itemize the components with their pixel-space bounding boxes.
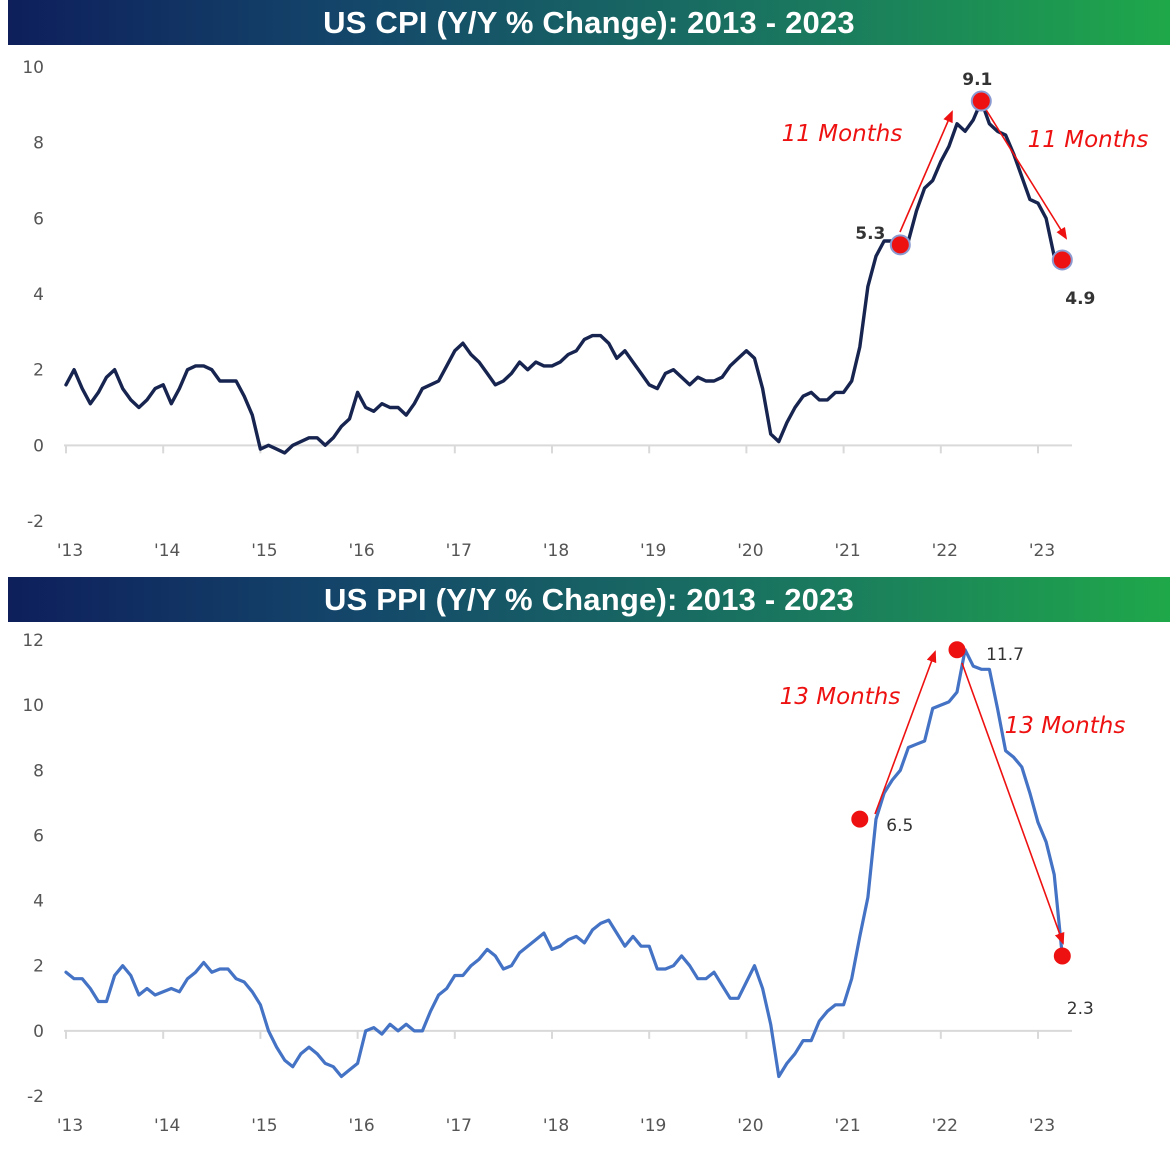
ppi-annotation-marker: [948, 641, 966, 659]
cpi-x-tick-label: '22: [932, 541, 958, 561]
ppi-series-line: [64, 648, 1064, 1079]
ppi-chart: '13 '14 '15 '16 '17 '18 '19 '20 '21 '22 '23 12 10 8 6 4…: [22, 631, 1126, 1136]
ppi-x-tick-label: '17: [446, 1116, 472, 1136]
cpi-x-tick-label: '15: [251, 541, 277, 561]
cpi-series-line: [64, 99, 1065, 455]
ppi-months-label: 13 Months: [1005, 713, 1126, 739]
cpi-annotation-marker: [889, 234, 911, 256]
cpi-months-label: 11 Months: [782, 121, 903, 147]
ppi-x-tick-label: '20: [737, 1116, 763, 1136]
cpi-y-tick-label: 6: [33, 209, 44, 229]
ppi-panel: US PPI (Y/Y % Change): 2013 - 2023 '13'1…: [0, 577, 1170, 1154]
cpi-months-label: 11 Months: [1028, 127, 1149, 153]
ppi-annotation-marker: [1053, 947, 1071, 965]
cpi-title-bar: US CPI (Y/Y % Change): 2013 - 2023: [8, 0, 1170, 45]
ppi-y-tick-label: 10: [22, 696, 44, 716]
ppi-y-tick-label: 6: [33, 826, 44, 846]
ppi-months-label: 13 Months: [780, 684, 901, 710]
cpi-annotation-label: 5.3: [855, 224, 885, 244]
cpi-x-tick-label: '13: [57, 541, 83, 561]
cpi-x-tick-label: '23: [1029, 541, 1055, 561]
cpi-x-tick-label: '20: [737, 541, 763, 561]
cpi-x-tick-label: '14: [154, 541, 180, 561]
cpi-arrow: [899, 110, 953, 233]
ppi-chart-title: US PPI (Y/Y % Change): 2013 - 2023: [324, 581, 854, 617]
cpi-y-tick-label: 8: [33, 134, 44, 154]
ppi-x-tick-label: '21: [834, 1116, 860, 1136]
cpi-arrow: [984, 107, 1068, 240]
ppi-x-tick-label: '13: [57, 1116, 83, 1136]
ppi-x-tick-label: '23: [1029, 1116, 1055, 1136]
cpi-y-tick-label: 0: [33, 436, 44, 456]
ppi-title-bar: US PPI (Y/Y % Change): 2013 - 2023: [8, 577, 1170, 622]
cpi-x-tick-label: '18: [543, 541, 569, 561]
ppi-x-tick-label: '14: [154, 1116, 180, 1136]
cpi-x-tick-label: '21: [834, 541, 860, 561]
ppi-arrow: [961, 662, 1065, 945]
cpi-y-tick-label: 2: [33, 361, 44, 381]
ppi-annotation-marker: [851, 810, 869, 828]
ppi-y-tick-label: 8: [33, 761, 44, 781]
ppi-arrow: [874, 650, 937, 815]
cpi-annotation-marker: [970, 90, 992, 112]
cpi-annotation-label: 4.9: [1065, 289, 1095, 309]
cpi-y-tick-label: -2: [27, 512, 44, 532]
cpi-annotation-label: 9.1: [962, 70, 992, 90]
cpi-x-tick-label: '16: [348, 541, 374, 561]
cpi-panel: US CPI (Y/Y % Change): 2013 - 2023 '13'1…: [0, 0, 1170, 570]
cpi-chart: '13 '14 '15 '16 '17 '18 '19 '20 '21 '22 '23 10 8 6 4 2 0…: [22, 58, 1149, 561]
ppi-x-tick-label: '22: [932, 1116, 958, 1136]
ppi-x-tick-label: '15: [251, 1116, 277, 1136]
ppi-annotation-label: 6.5: [886, 816, 913, 836]
cpi-chart-title: US CPI (Y/Y % Change): 2013 - 2023: [323, 4, 855, 40]
cpi-annotation-marker: [1051, 249, 1073, 271]
ppi-annotation-label: 2.3: [1067, 999, 1094, 1019]
cpi-x-tick-label: '17: [446, 541, 472, 561]
ppi-annotation-label: 11.7: [986, 645, 1024, 665]
ppi-x-tick-label: '19: [640, 1116, 666, 1136]
ppi-y-tick-label: 0: [33, 1022, 44, 1042]
cpi-y-tick-label: 4: [33, 285, 44, 305]
ppi-x-tick-label: '16: [348, 1116, 374, 1136]
cpi-x-tick-label: '19: [640, 541, 666, 561]
ppi-y-tick-label: 4: [33, 892, 44, 912]
ppi-y-tick-label: -2: [27, 1087, 44, 1107]
cpi-y-tick-label: 10: [22, 58, 44, 78]
ppi-y-tick-label: 12: [22, 631, 44, 651]
ppi-x-tick-label: '18: [543, 1116, 569, 1136]
ppi-y-tick-label: 2: [33, 957, 44, 977]
